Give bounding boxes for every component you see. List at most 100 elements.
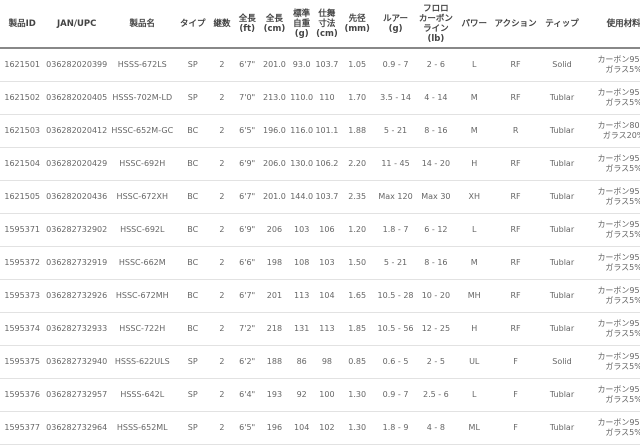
cell-closed-length: 106.2 bbox=[314, 147, 340, 181]
table-row: 1621501 036282020399 HSSS-672LS SP 2 6'7" 201.… bbox=[0, 48, 640, 82]
cell-closed-length: 101.1 bbox=[314, 114, 340, 148]
cell-line-rating: Max 30 bbox=[415, 180, 457, 214]
cell-product-name: HSSC-652M-GC bbox=[108, 114, 176, 148]
header-length-cm: 全長 (cm) bbox=[260, 0, 289, 49]
cell-action: RF bbox=[492, 312, 539, 346]
cell-length-cm: 201.0 bbox=[260, 180, 289, 214]
cell-power: H bbox=[456, 312, 493, 346]
cell-product-id: 1595372 bbox=[0, 246, 45, 280]
cell-weight: 116.0 bbox=[288, 114, 315, 148]
cell-product-id: 1621502 bbox=[0, 81, 45, 115]
cell-closed-length: 104 bbox=[314, 279, 340, 313]
cell-closed-length: 100 bbox=[314, 378, 340, 412]
cell-pieces: 2 bbox=[209, 114, 235, 148]
table-row: 1621505 036282020436 HSSC-672XH BC 2 6'7" 201.… bbox=[0, 180, 640, 214]
cell-material: カーボン95%, ガラス5% bbox=[585, 345, 640, 379]
cell-tip-diameter: 2.35 bbox=[339, 180, 376, 214]
header-action: アクション bbox=[492, 0, 539, 49]
cell-action: RF bbox=[492, 180, 539, 214]
cell-lure-weight: 1.8 - 9 bbox=[375, 411, 416, 445]
cell-line-rating: 8 - 16 bbox=[415, 114, 457, 148]
cell-type: SP bbox=[175, 345, 210, 379]
header-material: 使用材料 bbox=[585, 0, 640, 49]
cell-weight: 130.0 bbox=[288, 147, 315, 181]
cell-action: F bbox=[492, 345, 539, 379]
cell-jan-upc: 036282020429 bbox=[44, 147, 109, 181]
cell-tip-diameter: 1.30 bbox=[339, 378, 376, 412]
cell-product-name: HSSC-722H bbox=[108, 312, 176, 346]
cell-line-rating: 14 - 20 bbox=[415, 147, 457, 181]
cell-jan-upc: 036282732933 bbox=[44, 312, 109, 346]
cell-action: RF bbox=[492, 48, 539, 82]
cell-action: RF bbox=[492, 81, 539, 115]
cell-material: カーボン95%, ガラス5% bbox=[585, 147, 640, 181]
cell-length-cm: 213.0 bbox=[260, 81, 289, 115]
cell-power: ML bbox=[456, 411, 493, 445]
cell-weight: 103 bbox=[288, 213, 315, 247]
cell-tip-diameter: 1.20 bbox=[339, 213, 376, 247]
cell-product-name: HSSS-642L bbox=[108, 378, 176, 412]
cell-pieces: 2 bbox=[209, 312, 235, 346]
cell-length-ft: 6'7" bbox=[234, 48, 261, 82]
cell-product-name: HSSC-672MH bbox=[108, 279, 176, 313]
cell-line-rating: 4 - 14 bbox=[415, 81, 457, 115]
cell-power: XH bbox=[456, 180, 493, 214]
table-row: 1621503 036282020412 HSSC-652M-GC BC 2 6'5" 19… bbox=[0, 114, 640, 148]
cell-power: UL bbox=[456, 345, 493, 379]
cell-closed-length: 98 bbox=[314, 345, 340, 379]
cell-jan-upc: 036282732902 bbox=[44, 213, 109, 247]
cell-line-rating: 8 - 16 bbox=[415, 246, 457, 280]
cell-action: RF bbox=[492, 246, 539, 280]
cell-length-cm: 201.0 bbox=[260, 48, 289, 82]
cell-product-id: 1595371 bbox=[0, 213, 45, 247]
cell-tip-diameter: 1.30 bbox=[339, 411, 376, 445]
cell-product-id: 1621501 bbox=[0, 48, 45, 82]
cell-material: カーボン95%, ガラス5% bbox=[585, 81, 640, 115]
cell-product-id: 1595374 bbox=[0, 312, 45, 346]
cell-length-cm: 196.0 bbox=[260, 114, 289, 148]
header-weight: 標準 自重 (g) bbox=[288, 0, 315, 49]
cell-pieces: 2 bbox=[209, 378, 235, 412]
cell-jan-upc: 036282732926 bbox=[44, 279, 109, 313]
header-length-ft: 全長 (ft) bbox=[234, 0, 261, 49]
cell-power: L bbox=[456, 213, 493, 247]
cell-length-ft: 6'5" bbox=[234, 411, 261, 445]
table-row: 1621504 036282020429 HSSC-692H BC 2 6'9" 206.0… bbox=[0, 147, 640, 181]
cell-weight: 110.0 bbox=[288, 81, 315, 115]
cell-jan-upc: 036282020412 bbox=[44, 114, 109, 148]
table-row: 1595375 036282732940 HSSS-622ULS SP 2 6'2" 188… bbox=[0, 345, 640, 379]
cell-tip: Tublar bbox=[538, 114, 586, 148]
header-tip-diameter: 先径 (mm) bbox=[339, 0, 376, 49]
cell-power: L bbox=[456, 378, 493, 412]
cell-type: BC bbox=[175, 279, 210, 313]
cell-material: カーボン95%, ガラス5% bbox=[585, 213, 640, 247]
cell-material: カーボン95%, ガラス5% bbox=[585, 246, 640, 280]
cell-line-rating: 12 - 25 bbox=[415, 312, 457, 346]
cell-product-id: 1621504 bbox=[0, 147, 45, 181]
header-lure-weight: ルアー (g) bbox=[375, 0, 416, 49]
cell-tip: Tublar bbox=[538, 378, 586, 412]
cell-action: F bbox=[492, 378, 539, 412]
cell-length-ft: 6'9" bbox=[234, 147, 261, 181]
cell-length-ft: 6'4" bbox=[234, 378, 261, 412]
cell-closed-length: 113 bbox=[314, 312, 340, 346]
cell-tip: Tublar bbox=[538, 81, 586, 115]
cell-length-cm: 198 bbox=[260, 246, 289, 280]
cell-product-id: 1621503 bbox=[0, 114, 45, 148]
cell-pieces: 2 bbox=[209, 411, 235, 445]
cell-power: H bbox=[456, 147, 493, 181]
header-product-id: 製品ID bbox=[0, 0, 45, 49]
cell-tip-diameter: 2.20 bbox=[339, 147, 376, 181]
cell-pieces: 2 bbox=[209, 147, 235, 181]
cell-jan-upc: 036282020436 bbox=[44, 180, 109, 214]
cell-weight: 131 bbox=[288, 312, 315, 346]
cell-weight: 113 bbox=[288, 279, 315, 313]
header-power: パワー bbox=[456, 0, 493, 49]
cell-line-rating: 2 - 5 bbox=[415, 345, 457, 379]
cell-length-cm: 196 bbox=[260, 411, 289, 445]
cell-product-id: 1595376 bbox=[0, 378, 45, 412]
table-row: 1595376 036282732957 HSSS-642L SP 2 6'4" 193 92… bbox=[0, 378, 640, 412]
cell-product-name: HSSS-672LS bbox=[108, 48, 176, 82]
cell-tip: Tublar bbox=[538, 411, 586, 445]
